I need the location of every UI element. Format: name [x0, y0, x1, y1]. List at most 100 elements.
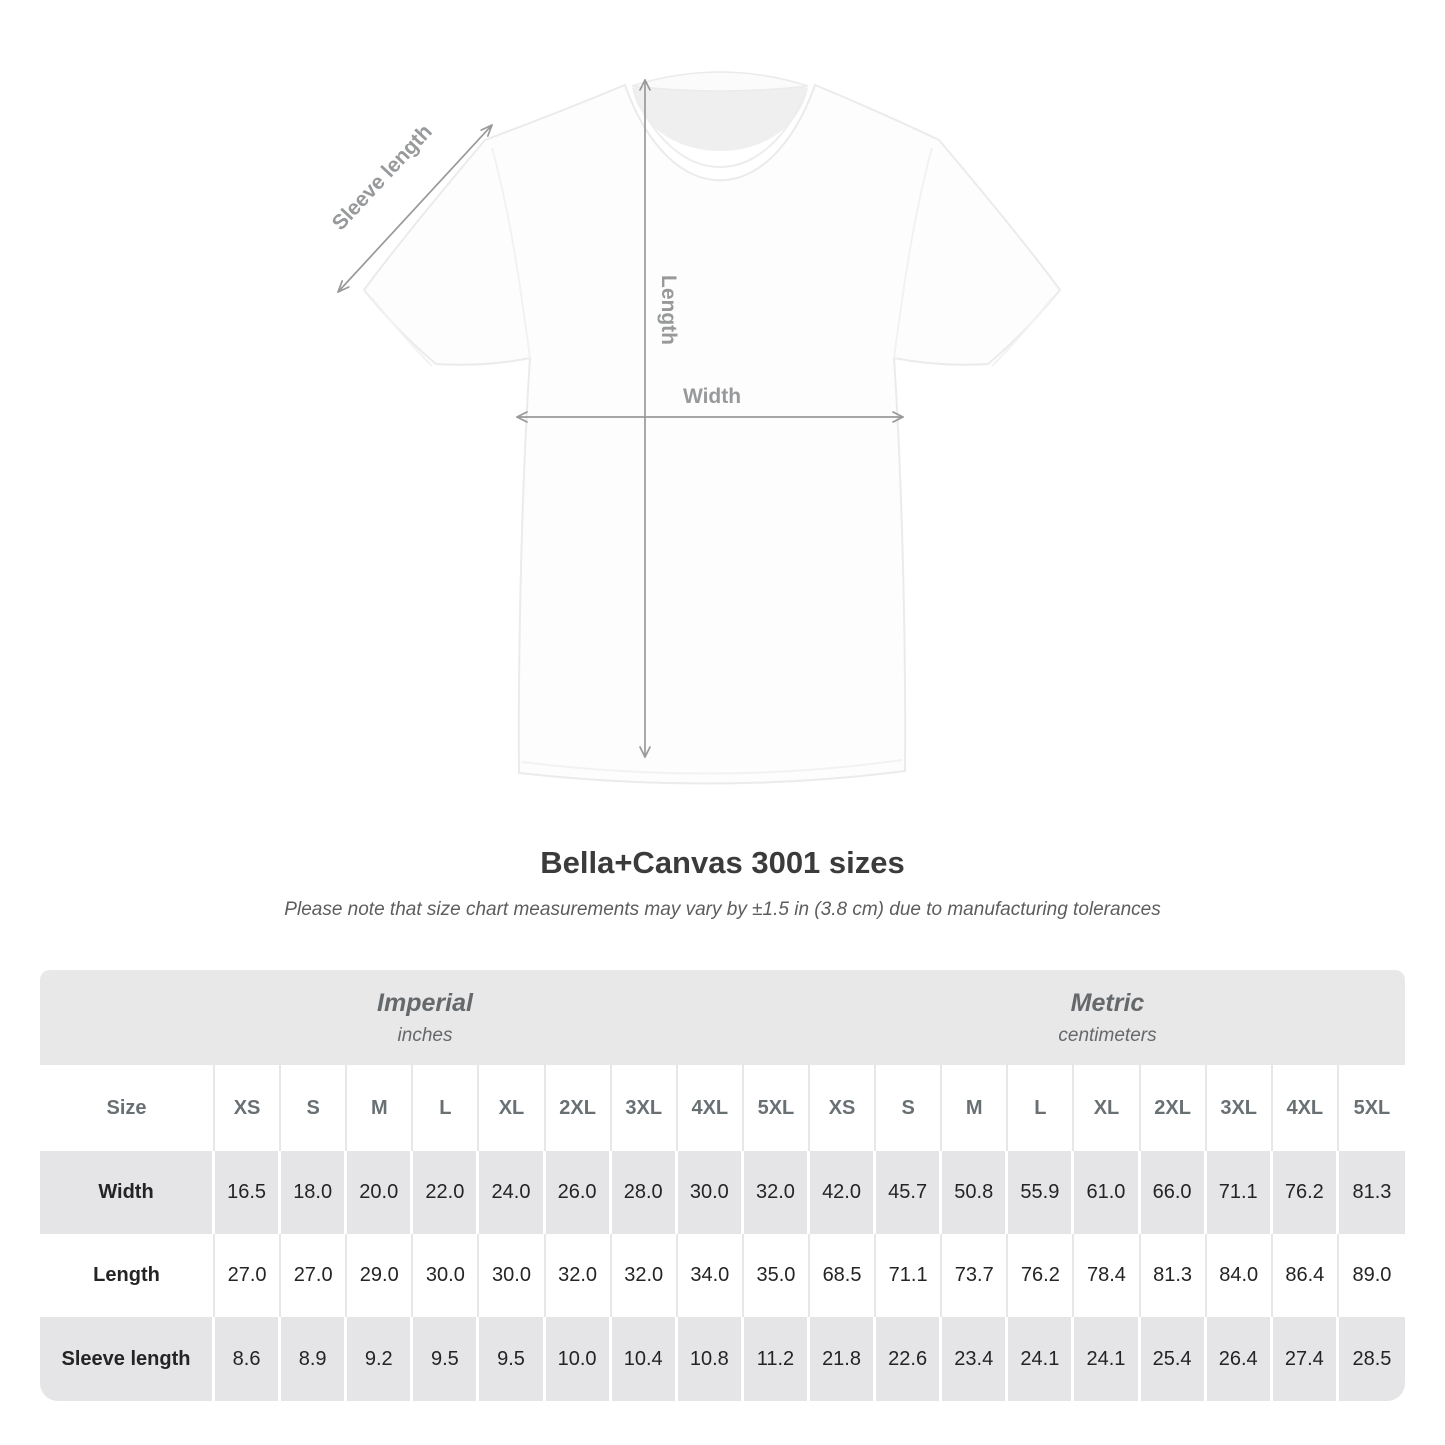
value-cell: 10.4: [611, 1317, 678, 1401]
value-cell: 76.2: [1272, 1151, 1339, 1234]
size-cell: M: [347, 1065, 414, 1151]
value-cell: 22.0: [413, 1151, 480, 1234]
value-cell: 29.0: [347, 1234, 414, 1317]
size-cell: M: [942, 1065, 1009, 1151]
size-header-row: Size XS S M L XL 2XL 3XL 4XL 5XL XS S M …: [40, 1065, 1405, 1151]
value-cell: 24.1: [1008, 1317, 1075, 1401]
size-cell: 5XL: [743, 1065, 810, 1151]
value-cell: 73.7: [942, 1234, 1009, 1317]
value-cell: 8.9: [281, 1317, 348, 1401]
left-cuff-seam: [371, 297, 433, 367]
imperial-unit: inches: [397, 1024, 453, 1046]
length-label: Length: [657, 275, 680, 345]
size-cell: 4XL: [1272, 1065, 1339, 1151]
row-label-cell: Sleeve length: [40, 1317, 215, 1401]
value-cell: 20.0: [347, 1151, 414, 1234]
value-cell: 25.4: [1140, 1317, 1207, 1401]
value-cell: 24.1: [1074, 1317, 1141, 1401]
size-cell: 4XL: [677, 1065, 744, 1151]
value-cell: 81.3: [1140, 1234, 1207, 1317]
size-table: Imperial inches Metric centimeters Size …: [40, 970, 1405, 1401]
width-arrow: [516, 411, 904, 423]
value-cell: 89.0: [1338, 1234, 1405, 1317]
value-cell: 24.0: [479, 1151, 546, 1234]
length-row: Length 27.0 27.0 29.0 30.0 30.0 32.0 32.…: [40, 1234, 1405, 1317]
neck-opening: [632, 74, 808, 151]
value-cell: 21.8: [809, 1317, 877, 1401]
value-cell: 45.7: [876, 1151, 943, 1234]
size-cell: S: [281, 1065, 348, 1151]
size-cell: XS: [215, 1065, 282, 1151]
value-cell: 30.0: [677, 1151, 744, 1234]
value-cell: 42.0: [809, 1151, 877, 1234]
size-cell: XS: [809, 1065, 877, 1151]
value-cell: 32.0: [611, 1234, 678, 1317]
size-cell: 3XL: [1206, 1065, 1273, 1151]
value-cell: 71.1: [876, 1234, 943, 1317]
value-cell: 28.0: [611, 1151, 678, 1234]
sleeve-length-row: Sleeve length 8.6 8.9 9.2 9.5 9.5 10.0 1…: [40, 1317, 1405, 1401]
back-collar: [631, 71, 809, 92]
tshirt-measurement-diagram: Sleeve length Length Width: [328, 71, 1062, 785]
value-cell: 66.0: [1140, 1151, 1207, 1234]
row-label-cell: Length: [40, 1234, 215, 1317]
right-cuff-seam: [991, 297, 1053, 367]
value-cell: 9.2: [347, 1317, 414, 1401]
value-cell: 78.4: [1074, 1234, 1141, 1317]
size-cell: L: [1008, 1065, 1075, 1151]
value-cell: 86.4: [1272, 1234, 1339, 1317]
value-cell: 32.0: [545, 1234, 612, 1317]
value-cell: 34.0: [677, 1234, 744, 1317]
size-cell: S: [876, 1065, 943, 1151]
value-cell: 71.1: [1206, 1151, 1273, 1234]
value-cell: 27.0: [281, 1234, 348, 1317]
size-cell: 3XL: [611, 1065, 678, 1151]
imperial-group-header: Imperial inches: [40, 970, 810, 1065]
value-cell: 68.5: [809, 1234, 877, 1317]
value-cell: 18.0: [281, 1151, 348, 1234]
value-cell: 30.0: [413, 1234, 480, 1317]
size-cell: 5XL: [1338, 1065, 1405, 1151]
value-cell: 10.0: [545, 1317, 612, 1401]
collar-ribbing: [633, 91, 807, 168]
length-arrow: [639, 79, 651, 758]
value-cell: 27.4: [1272, 1317, 1339, 1401]
value-cell: 8.6: [215, 1317, 282, 1401]
right-sleeve-seam: [893, 147, 933, 359]
value-cell: 28.5: [1338, 1317, 1405, 1401]
width-row: Width 16.5 18.0 20.0 22.0 24.0 26.0 28.0…: [40, 1151, 1405, 1234]
value-cell: 26.0: [545, 1151, 612, 1234]
value-cell: 30.0: [479, 1234, 546, 1317]
size-cell: 2XL: [545, 1065, 612, 1151]
value-cell: 26.4: [1206, 1317, 1273, 1401]
value-cell: 35.0: [743, 1234, 810, 1317]
value-cell: 9.5: [413, 1317, 480, 1401]
value-cell: 11.2: [743, 1317, 810, 1401]
value-cell: 9.5: [479, 1317, 546, 1401]
sleeve-length-arrow: [337, 124, 493, 293]
value-cell: 55.9: [1008, 1151, 1075, 1234]
metric-group-header: Metric centimeters: [809, 970, 1405, 1065]
value-cell: 22.6: [876, 1317, 943, 1401]
value-cell: 76.2: [1008, 1234, 1075, 1317]
value-cell: 84.0: [1206, 1234, 1273, 1317]
value-cell: 32.0: [743, 1151, 810, 1234]
unit-group-row: Imperial inches Metric centimeters: [40, 970, 1405, 1065]
value-cell: 16.5: [215, 1151, 282, 1234]
value-cell: 10.8: [677, 1317, 744, 1401]
size-cell: XL: [1074, 1065, 1141, 1151]
value-cell: 61.0: [1074, 1151, 1141, 1234]
metric-unit: centimeters: [1058, 1024, 1157, 1046]
width-label: Width: [683, 385, 741, 408]
imperial-label: Imperial: [377, 988, 473, 1017]
value-cell: 50.8: [942, 1151, 1009, 1234]
row-label-cell: Width: [40, 1151, 215, 1234]
tolerance-note: Please note that size chart measurements…: [284, 899, 1161, 920]
size-cell: L: [413, 1065, 480, 1151]
left-sleeve-seam: [491, 147, 531, 359]
value-cell: 27.0: [215, 1234, 282, 1317]
tshirt-body: [362, 83, 1062, 785]
hem-seam: [521, 759, 903, 775]
size-corner-cell: Size: [40, 1065, 215, 1151]
